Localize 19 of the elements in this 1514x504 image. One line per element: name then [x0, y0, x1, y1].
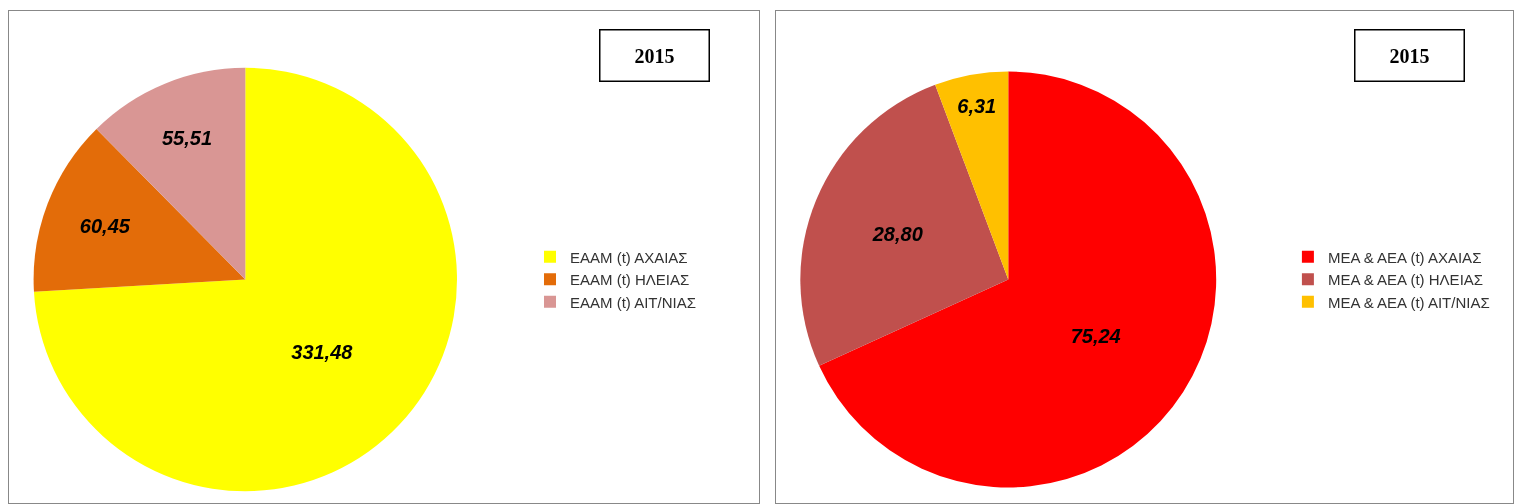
data-label: 331,48: [291, 341, 354, 364]
chart-title: 2015: [1389, 44, 1430, 67]
data-label: 60,45: [79, 214, 131, 237]
legend-label: ΕΑΑΜ (t) ΗΛΕΙΑΣ: [570, 271, 690, 289]
pie-slice: [935, 71, 1009, 280]
data-label: 28,80: [871, 222, 923, 245]
legend-label: ΕΑΑΜ (t) ΑΙΤ/ΝΙΑΣ: [570, 293, 696, 311]
data-label: 75,24: [1070, 324, 1121, 347]
pie-slice: [800, 84, 1009, 366]
pie-slice: [33, 67, 457, 492]
data-label: 6,31: [957, 94, 997, 117]
pie-slice: [819, 71, 1217, 488]
legend-label: ΜΕΑ & ΑΕΑ (t) ΗΛΕΙΑΣ: [1327, 271, 1484, 289]
chart-title: 2015: [634, 44, 675, 67]
legend-label: ΜΕΑ & ΑΕΑ (t) ΑΙΤ/ΝΙΑΣ: [1327, 293, 1490, 311]
legend-label: ΕΑΑΜ (t) ΑΧΑΙΑΣ: [570, 248, 688, 266]
pie-slice: [33, 128, 246, 292]
legend-label: ΜΕΑ & ΑΕΑ (t) ΑΧΑΙΑΣ: [1327, 248, 1482, 266]
data-label: 55,51: [161, 126, 213, 149]
